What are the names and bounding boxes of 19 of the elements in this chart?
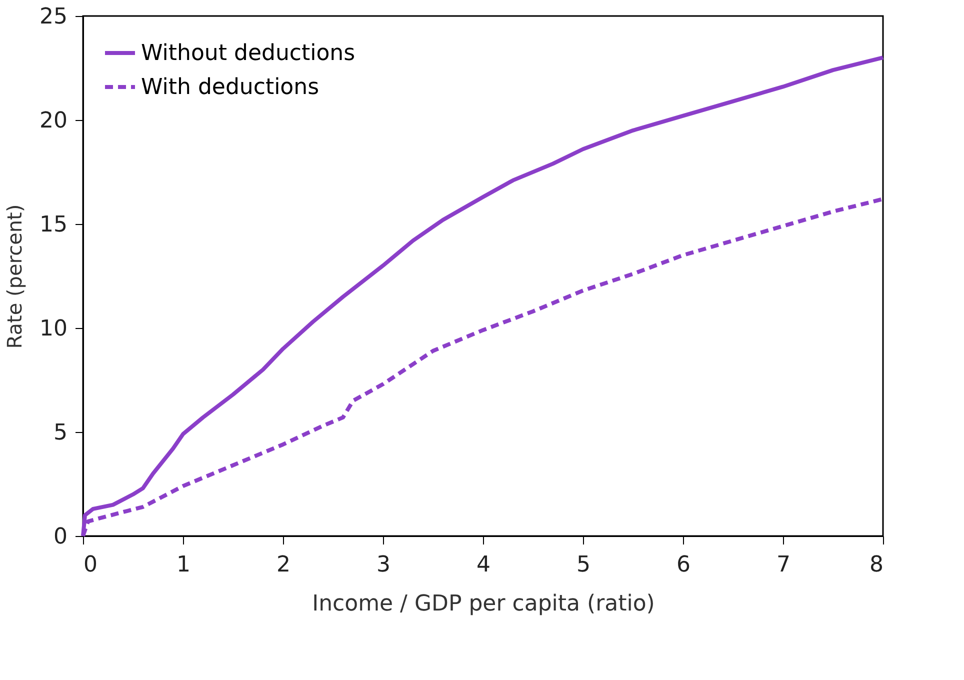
x-tick-label: 2 [276,552,290,578]
y-tick-label: 15 [40,212,68,238]
x-tick-label: 6 [676,552,690,578]
y-tick-label: 0 [54,524,68,550]
x-tick-label: 8 [870,552,884,578]
x-tick-label: 0 [84,552,98,578]
y-tick-label: 5 [54,420,68,446]
y-axis-title: Rate (percent) [2,204,27,349]
x-tick-label: 4 [476,552,490,578]
x-tick-label: 3 [376,552,390,578]
x-axis-title: Income / GDP per capita (ratio) [312,592,655,616]
x-tick-label: 5 [576,552,590,578]
legend-label: With deductions [141,75,320,100]
y-tick-label: 20 [40,108,68,134]
legend-label: Without deductions [141,41,356,66]
y-tick-label: 10 [40,316,68,342]
x-tick-label: 1 [176,552,190,578]
y-tick-label: 25 [40,4,68,30]
x-tick-label: 7 [776,552,790,578]
